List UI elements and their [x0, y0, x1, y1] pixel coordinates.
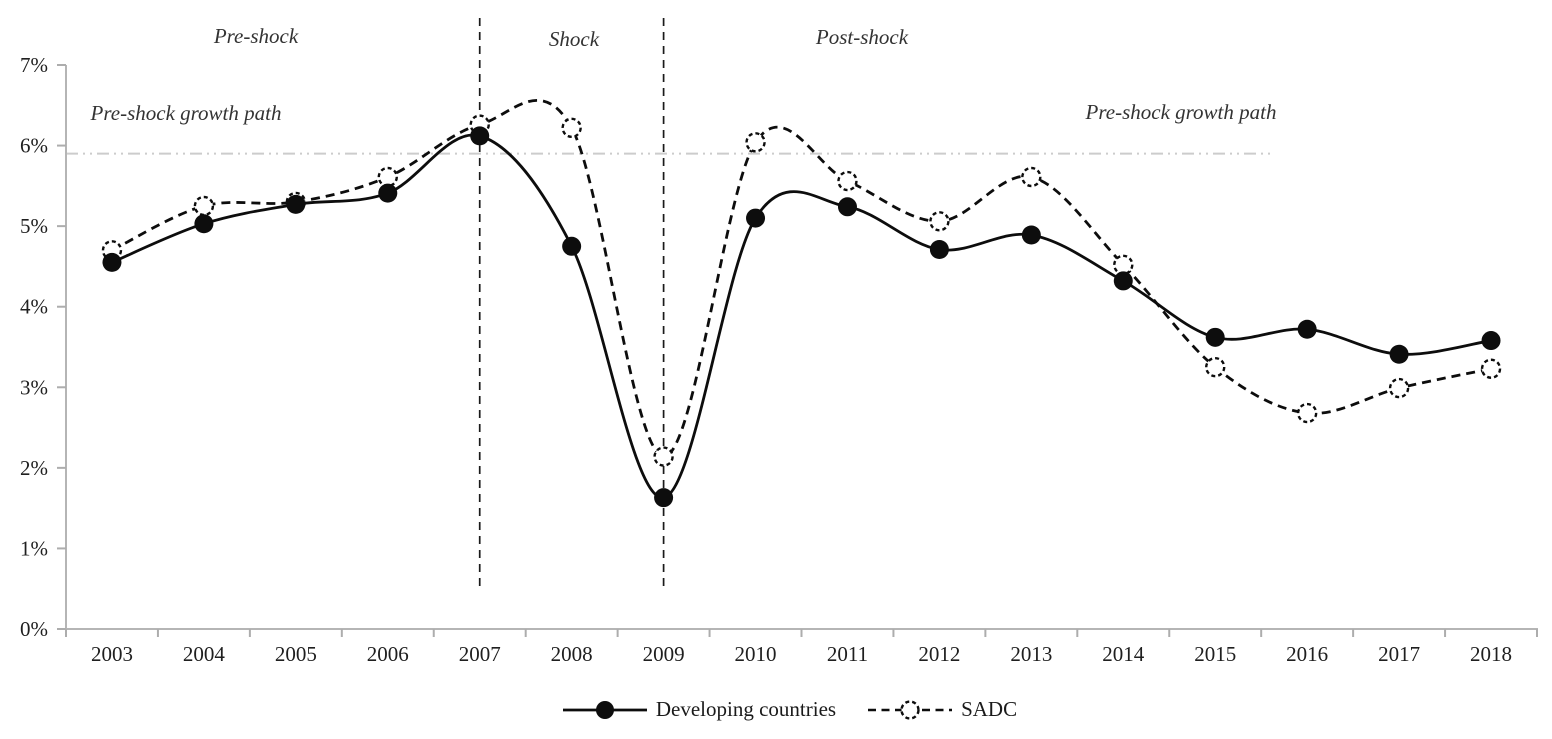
developing-countries-marker [1113, 271, 1133, 291]
developing-countries-marker [1021, 225, 1041, 245]
sadc-marker [1113, 254, 1134, 276]
x-tick-label: 2009 [643, 642, 685, 666]
x-tick-label: 2007 [459, 642, 501, 666]
x-tick-label: 2013 [1010, 642, 1052, 666]
phase-label-shock: Shock [548, 27, 600, 51]
legend-label-developing-countries: Developing countries [655, 697, 837, 721]
sadc-marker [561, 117, 582, 139]
y-tick-label: 6% [20, 134, 48, 158]
x-tick-label: 2010 [735, 642, 777, 666]
sadc-marker [653, 446, 674, 467]
x-tick-label: 2003 [91, 642, 133, 666]
x-tick-label: 2012 [918, 642, 960, 666]
y-tick-label: 7% [20, 53, 48, 77]
developing-countries-series [102, 126, 1501, 508]
developing-countries-marker [286, 194, 306, 214]
developing-countries-marker [746, 208, 766, 228]
x-tick-label: 2004 [183, 642, 226, 666]
developing-countries-marker [102, 252, 122, 272]
sadc-series [101, 98, 1502, 467]
sadc-marker [1296, 402, 1318, 424]
sadc-marker [745, 132, 766, 153]
developing-countries-marker [1389, 344, 1409, 364]
developing-countries-marker [929, 240, 949, 260]
x-tick-label: 2006 [367, 642, 409, 666]
developing-countries-line [111, 133, 1492, 500]
legend-label-sadc: SADC [961, 697, 1018, 721]
sadc-marker [1480, 358, 1502, 379]
developing-countries-marker [1205, 327, 1225, 347]
developing-countries-marker [470, 126, 490, 146]
legend: Developing countries SADC [14, 697, 1552, 722]
sadc-marker [837, 170, 858, 192]
developing-countries-marker [378, 183, 398, 203]
legend-item-developing-countries: Developing countries [562, 697, 837, 722]
axis-lines [65, 65, 1538, 637]
legend-item-sadc: SADC [868, 697, 1017, 722]
sadc-marker [929, 211, 950, 232]
solid-line-filled-circle-icon [562, 700, 647, 719]
developing-countries-marker [562, 236, 582, 256]
dashed-line-open-circle-icon [868, 699, 953, 720]
x-tick-label: 2005 [275, 642, 317, 666]
x-tick-label: 2018 [1470, 642, 1512, 666]
sadc-marker [1021, 166, 1042, 188]
phase-label-post-shock: Post-shock [815, 25, 909, 49]
y-tick-label: 2% [20, 456, 48, 480]
x-tick-label: 2016 [1286, 642, 1328, 666]
phase-label-pre-shock: Pre-shock [213, 24, 299, 48]
y-tick-label: 4% [20, 295, 48, 319]
y-tick-label: 5% [20, 214, 48, 238]
sadc-marker [193, 195, 215, 217]
x-tick-label: 2015 [1194, 642, 1236, 666]
y-tick-label: 3% [20, 375, 48, 399]
developing-countries-marker [1297, 319, 1317, 339]
developing-countries-marker [1481, 331, 1501, 351]
sadc-marker [1388, 377, 1410, 399]
x-tick-label: 2011 [827, 642, 868, 666]
growth-path-label-left: Pre-shock growth path [90, 101, 282, 125]
sadc-marker [377, 166, 398, 188]
developing-countries-marker [654, 488, 674, 508]
y-tick-label: 1% [20, 536, 48, 560]
x-tick-label: 2008 [551, 642, 593, 666]
y-tick-label: 0% [20, 617, 48, 641]
developing-countries-marker [837, 197, 857, 217]
sadc-marker [1205, 356, 1226, 378]
x-tick-label: 2017 [1378, 642, 1420, 666]
x-tick-label: 2014 [1102, 642, 1145, 666]
developing-countries-marker [194, 214, 214, 234]
growth-path-label-right: Pre-shock growth path [1085, 100, 1277, 124]
